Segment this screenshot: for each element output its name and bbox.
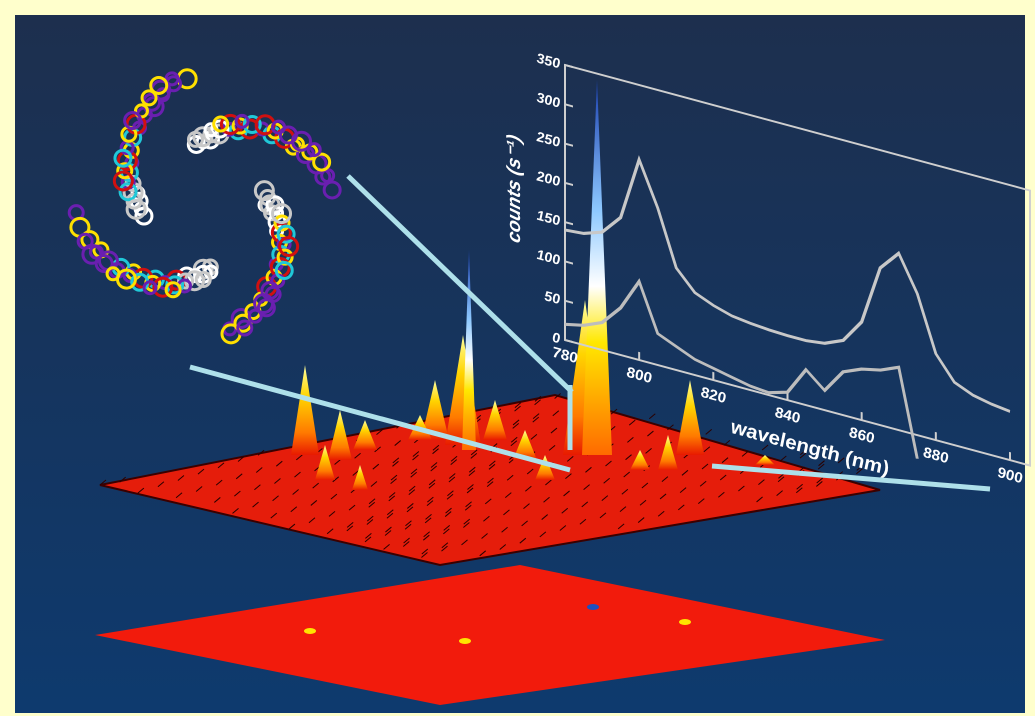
y-axis-label: counts (s⁻¹) [503,132,525,245]
spot [459,638,471,644]
page: 0501001502002503003507808008208408608809… [0,0,1035,716]
spot [679,619,691,625]
figure: 0501001502002503003507808008208408608809… [0,0,1035,716]
spot [304,628,316,634]
spot [587,604,599,610]
